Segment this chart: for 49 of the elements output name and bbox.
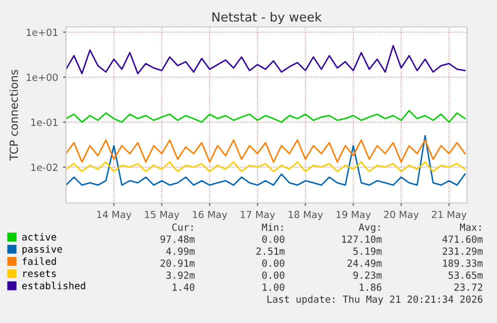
legend-label: failed [22, 257, 56, 265]
legend-label: passive [22, 245, 62, 255]
text: Min: [262, 223, 283, 231]
text: 5.19m [353, 247, 382, 255]
text: Cur: [172, 223, 193, 231]
y-axis-title: TCP connections [9, 70, 18, 161]
x-tick-label: 21 May [432, 210, 467, 220]
x-tick-label: 15 May [145, 210, 180, 220]
text: 1.00 [262, 283, 284, 291]
text: 3.92m [166, 271, 195, 279]
text: 0.00 [262, 235, 284, 243]
text: 1.40 [172, 283, 194, 291]
text: Last update: Thu May 21 20:21:34 2026 [267, 295, 482, 305]
legend-label: active [22, 233, 56, 241]
text: 24.49m [348, 259, 382, 267]
text: 23.72 [454, 283, 482, 291]
text: Max: [460, 224, 481, 231]
line-series [66, 110, 466, 123]
text: 9.23m [353, 271, 382, 279]
text: 127.10m [342, 235, 382, 243]
text: 53.65m [448, 271, 483, 279]
line-series [66, 135, 466, 186]
legend-label: established [22, 282, 86, 290]
text: 4.99m [166, 247, 195, 255]
text: 2.51m [256, 247, 285, 255]
chart-title: Netstat - by week [212, 12, 322, 24]
x-tick-label: 14 May [97, 210, 132, 220]
text: Avg: [358, 224, 380, 233]
x-tick-label: 19 May [336, 210, 371, 220]
x-tick-label: 20 May [384, 210, 419, 220]
text: 471.60m [442, 235, 483, 243]
text: 189.33m [443, 259, 483, 267]
y-tick-label: 1e-02 [31, 164, 58, 172]
text: 0.00 [262, 271, 284, 279]
line-series [66, 44, 466, 74]
legend-label: resets [23, 270, 56, 278]
text: 0.00 [262, 259, 284, 267]
text: 97.48m [160, 235, 195, 243]
x-tick-label: 16 May [192, 210, 228, 220]
text: 231.29m [442, 247, 483, 255]
y-tick-label: 1e+01 [26, 28, 58, 36]
x-tick-label: 18 May [288, 210, 323, 220]
line-series [66, 161, 466, 172]
y-tick-label: 1e-01 [31, 118, 58, 126]
text: 1.86 [360, 283, 382, 291]
line-series [66, 139, 466, 163]
y-tick-label: 1e+00 [26, 74, 58, 81]
x-tick-label: 17 May [240, 210, 276, 220]
text: 20.91m [160, 259, 195, 267]
